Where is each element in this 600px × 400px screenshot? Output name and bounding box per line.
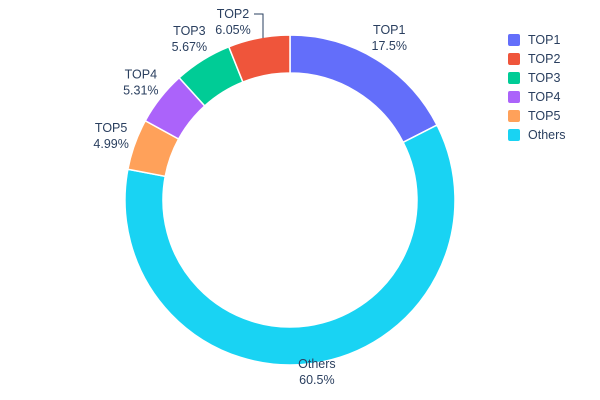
slice-label-TOP5: TOP5 <box>95 121 127 135</box>
legend-swatch-TOP2 <box>508 53 520 65</box>
legend-item-Others[interactable]: Others <box>508 129 566 141</box>
legend-label-TOP3: TOP3 <box>528 71 561 85</box>
slice-label-TOP3: TOP3 <box>173 24 205 38</box>
slice-label-TOP2: TOP2 <box>217 7 249 21</box>
legend-label-TOP1: TOP1 <box>528 33 561 47</box>
legend-swatch-TOP3 <box>508 72 520 84</box>
slice-label-TOP1: TOP1 <box>373 23 405 37</box>
legend-item-TOP3[interactable]: TOP3 <box>508 72 566 84</box>
pie-slice-Others[interactable] <box>124 124 456 366</box>
legend-item-TOP4[interactable]: TOP4 <box>508 91 566 103</box>
legend-item-TOP2[interactable]: TOP2 <box>508 53 566 65</box>
legend-item-TOP1[interactable]: TOP1 <box>508 34 566 46</box>
label-leader-line <box>254 13 264 38</box>
legend-label-Others: Others <box>528 128 566 142</box>
legend-swatch-TOP5 <box>508 110 520 122</box>
slice-percent-TOP3: 5.67% <box>172 40 207 54</box>
legend-swatch-TOP1 <box>508 34 520 46</box>
legend-label-TOP5: TOP5 <box>528 109 561 123</box>
slice-label-Others: Others <box>298 357 336 371</box>
slice-label-TOP4: TOP4 <box>125 67 157 81</box>
legend-item-TOP5[interactable]: TOP5 <box>508 110 566 122</box>
legend-swatch-TOP4 <box>508 91 520 103</box>
legend-label-TOP4: TOP4 <box>528 90 561 104</box>
pie-slice-TOP2[interactable] <box>227 34 291 84</box>
slice-percent-TOP5: 4.99% <box>93 137 128 151</box>
legend-swatch-Others <box>508 129 520 141</box>
slice-percent-TOP4: 5.31% <box>123 83 158 97</box>
slice-percent-Others: 60.5% <box>299 373 334 387</box>
slice-percent-TOP2: 6.05% <box>215 23 250 37</box>
slice-percent-TOP1: 17.5% <box>372 39 407 53</box>
legend: TOP1 TOP2 TOP3 TOP4 TOP5 Others <box>508 34 566 141</box>
pie-slice-TOP1[interactable] <box>289 34 439 144</box>
legend-label-TOP2: TOP2 <box>528 52 561 66</box>
